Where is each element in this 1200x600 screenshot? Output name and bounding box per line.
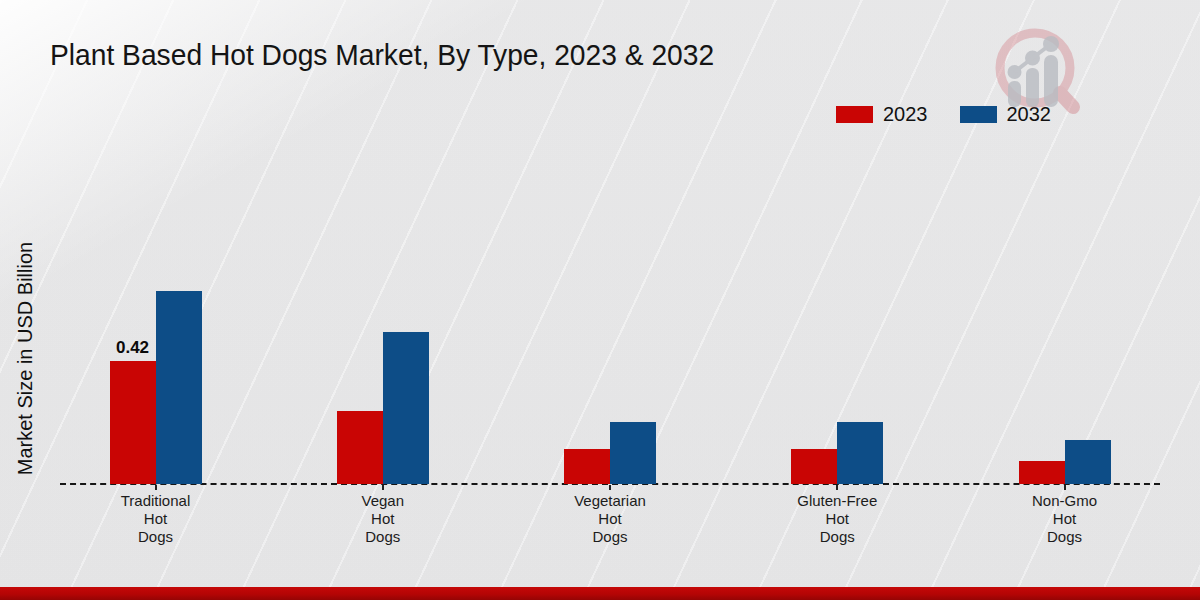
footer-accent-bar: [0, 587, 1200, 600]
category-label-gluten-free-hot-dogs: Gluten-FreeHotDogs: [767, 492, 907, 546]
bar-2023-vegan-hot-dogs: [337, 411, 383, 484]
x-axis-tick: [836, 485, 838, 490]
legend-swatch-2023: [836, 106, 873, 123]
bar-2032-traditional-hot-dogs: [156, 291, 202, 484]
bar-2023-gluten-free-hot-dogs: [791, 449, 837, 484]
magnifier-handle-icon: [1060, 93, 1073, 107]
bar-2032-non-gmo-hot-dogs: [1065, 440, 1111, 484]
magnifier-growth-logo-watermark: [983, 25, 1093, 125]
legend-label-2023: 2023: [883, 103, 928, 126]
bar-2032-gluten-free-hot-dogs: [837, 422, 883, 484]
bar-2032-vegan-hot-dogs: [383, 332, 429, 484]
legend-item-2023: 2023: [836, 103, 928, 126]
category-label-traditional-hot-dogs: TraditionalHotDogs: [86, 492, 226, 546]
category-label-vegetarian-hot-dogs: VegetarianHotDogs: [540, 492, 680, 546]
bar-value-label: 0.42: [116, 338, 149, 358]
bar-2023-traditional-hot-dogs: [110, 361, 156, 484]
chart-title: Plant Based Hot Dogs Market, By Type, 20…: [50, 38, 714, 72]
x-axis-tick: [382, 485, 384, 490]
x-axis-tick: [609, 485, 611, 490]
category-label-vegan-hot-dogs: VeganHotDogs: [313, 492, 453, 546]
bar-2023-vegetarian-hot-dogs: [564, 449, 610, 484]
x-axis-tick: [1064, 485, 1066, 490]
chart-canvas: Plant Based Hot Dogs Market, By Type, 20…: [0, 0, 1200, 600]
bar-2032-vegetarian-hot-dogs: [610, 422, 656, 484]
x-axis-tick: [155, 485, 157, 490]
bar-2023-non-gmo-hot-dogs: [1019, 461, 1065, 484]
category-label-non-gmo-hot-dogs: Non-GmoHotDogs: [995, 492, 1135, 546]
y-axis-label: Market Size in USD Billion: [14, 192, 37, 526]
growth-bars-icon: [1008, 36, 1060, 107]
